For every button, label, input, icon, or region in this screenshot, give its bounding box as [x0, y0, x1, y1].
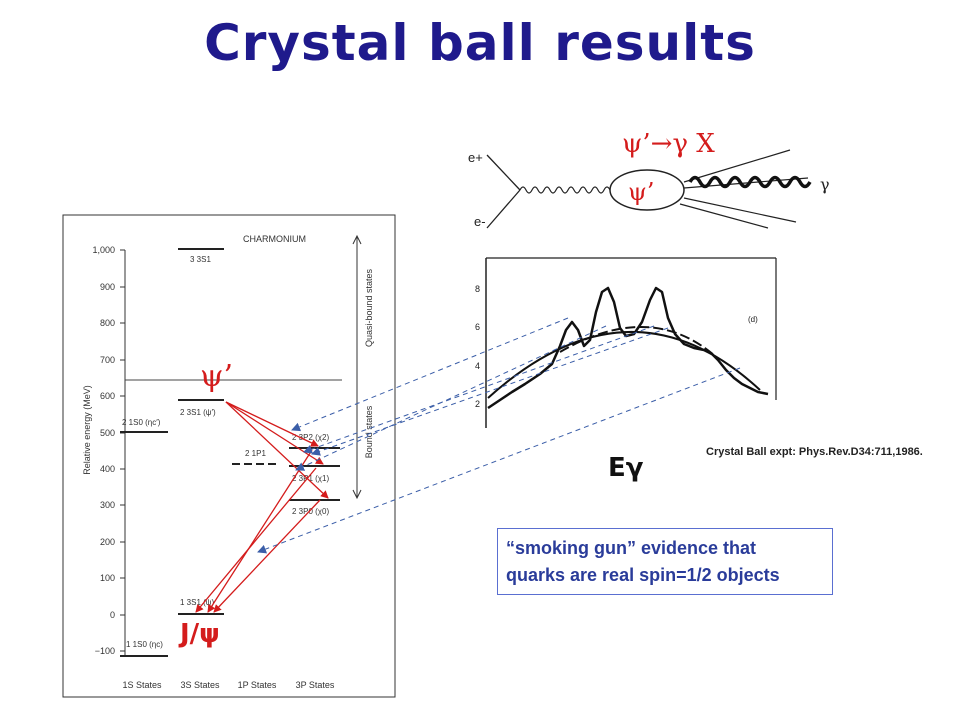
- column-label: 1S States: [122, 680, 162, 690]
- level-label: 1 1S0 (ηc): [126, 640, 163, 649]
- photon-spectrum-plot: 8 6 4 2 (d): [458, 252, 780, 432]
- spectrum-y-tick: 4: [475, 361, 480, 371]
- level-label: 2 3P2 (χ2): [292, 433, 329, 442]
- y-tick-label: 600: [100, 391, 115, 401]
- claim-line-1: “smoking gun” evidence that: [506, 538, 757, 558]
- y-tick-label: 100: [100, 573, 115, 583]
- photon-energy-label: Eγ: [608, 453, 644, 483]
- level-labels: 3 3S1 2 1S0 (ηc′) 2 3S1 (ψ′) 2 1P1 2 3P2…: [122, 255, 329, 649]
- level-label: 2 1S0 (ηc′): [122, 418, 161, 427]
- fit-curve: [487, 330, 761, 399]
- column-label: 3P States: [296, 680, 335, 690]
- virtual-photon: [519, 186, 611, 194]
- claim-box: “smoking gun” evidence that quarks are r…: [497, 528, 833, 595]
- e-minus-line: [486, 189, 521, 229]
- e-minus-label: e-: [474, 214, 486, 229]
- quasi-bound-label: Quasi-bound states: [364, 268, 374, 347]
- spectrum-frame: [458, 252, 780, 432]
- spectrum-y-tick: 2: [475, 399, 480, 409]
- process-label: ψ’→γ X: [622, 129, 715, 159]
- spectrum-y-tick: 6: [475, 322, 480, 332]
- peak-connectors: [257, 317, 741, 554]
- charmonium-heading: CHARMONIUM: [243, 234, 306, 244]
- feynman-diagram: e+ e- ψ’ γ ψ’→γ X: [468, 129, 830, 229]
- bound-label: Bound states: [364, 405, 374, 458]
- claim-line-2: quarks are real spin=1/2 objects: [506, 565, 780, 585]
- charmonium-level-diagram: CHARMONIUM 1,000 900 800 700 600 500 400…: [62, 214, 396, 698]
- level-label: 2 1P1: [245, 449, 266, 458]
- jpsi-label: J/ψ: [178, 619, 220, 649]
- level-label: 2 3P0 (χ0): [292, 507, 329, 516]
- level-label: 1 3S1 (ψ): [180, 598, 214, 607]
- y-tick-label: 0: [110, 610, 115, 620]
- y-tick-label: 300: [100, 500, 115, 510]
- y-tick-label: −100: [95, 646, 115, 656]
- y-axis-ticks: 1,000 900 800 700 600 500 400 300 200 10…: [92, 245, 115, 656]
- page-title: Crystal ball results: [204, 14, 756, 72]
- photon-label: γ: [820, 175, 830, 194]
- decay-lines: [679, 149, 809, 229]
- psi-prime-blob: [609, 169, 685, 211]
- reference-citation: Crystal Ball expt: Phys.Rev.D34:711,1986…: [706, 446, 923, 458]
- column-label: 1P States: [238, 680, 277, 690]
- spectrum-panel-label: (d): [748, 315, 758, 324]
- y-tick-label: 800: [100, 318, 115, 328]
- charmonium-frame: [62, 214, 396, 698]
- e-plus-label: e+: [468, 150, 483, 165]
- y-tick-label: 200: [100, 537, 115, 547]
- y-tick-label: 1,000: [92, 245, 115, 255]
- psi-prime-blob-label: ψ’: [628, 178, 654, 206]
- level-label: 2 3P1 (χ1): [292, 474, 329, 483]
- level-label: 3 3S1: [190, 255, 211, 264]
- column-label: 3S States: [180, 680, 220, 690]
- y-tick-label: 900: [100, 282, 115, 292]
- y-tick-label: 400: [100, 464, 115, 474]
- y-tick-label: 500: [100, 428, 115, 438]
- spectrum-y-ticks: 8 6 4 2: [475, 284, 480, 409]
- y-tick-label: 700: [100, 355, 115, 365]
- measured-spectrum: [487, 286, 769, 410]
- radiated-photon: [688, 175, 812, 189]
- psi-prime-label: ψ’: [200, 359, 233, 394]
- spectrum-y-tick: 8: [475, 284, 480, 294]
- e-plus-line: [486, 154, 521, 191]
- column-labels: 1S States 3S States 1P States 3P States: [122, 680, 334, 690]
- y-axis-label: Relative energy (MeV): [82, 385, 92, 475]
- red-transitions: [195, 401, 329, 613]
- level-label: 2 3S1 (ψ′): [180, 408, 216, 417]
